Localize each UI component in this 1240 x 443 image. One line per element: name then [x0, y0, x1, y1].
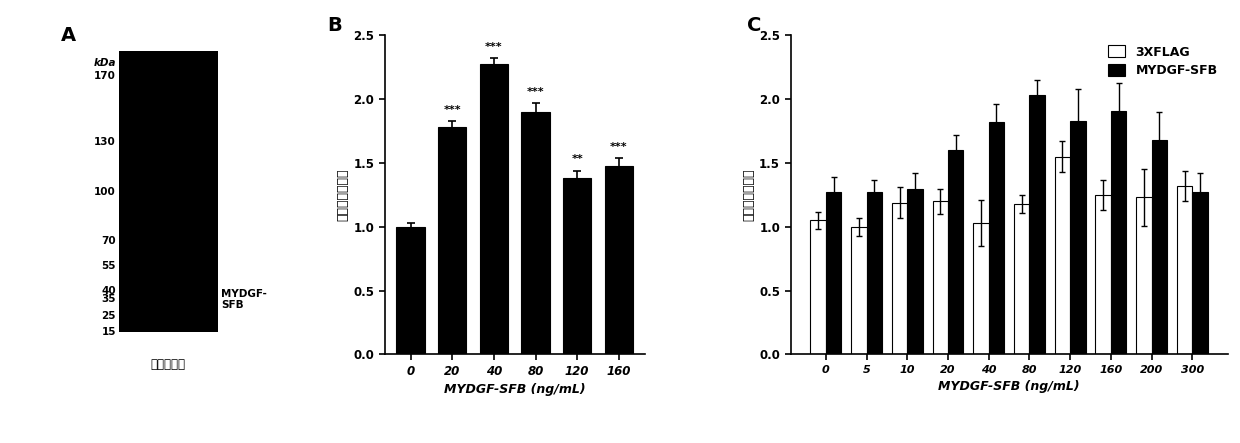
Text: 40: 40	[102, 286, 117, 296]
Bar	[480, 63, 508, 354]
Bar	[563, 179, 591, 354]
Bar	[1095, 195, 1111, 354]
Bar	[1029, 95, 1045, 354]
Bar	[932, 201, 947, 354]
Bar	[867, 192, 882, 354]
Legend: 3XFLAG, MYDGF-SFB: 3XFLAG, MYDGF-SFB	[1105, 42, 1221, 81]
X-axis label: MYDGF-SFB (ng/mL): MYDGF-SFB (ng/mL)	[444, 383, 585, 396]
Text: **: **	[572, 154, 583, 164]
Bar	[1177, 186, 1193, 354]
Bar	[1111, 111, 1126, 354]
Bar	[892, 202, 908, 354]
Text: 15: 15	[102, 327, 117, 337]
Text: 25: 25	[102, 311, 117, 321]
Bar	[1136, 198, 1152, 354]
Text: 130: 130	[94, 137, 117, 147]
Text: kDa: kDa	[93, 58, 117, 68]
Text: ***: ***	[444, 105, 461, 115]
Y-axis label: 相对端粒酶活性: 相对端粒酶活性	[742, 169, 755, 221]
Bar	[521, 112, 549, 354]
Text: 考马斯亮蓝: 考马斯亮蓝	[150, 358, 186, 371]
Bar	[988, 122, 1004, 354]
Bar	[397, 227, 425, 354]
Text: B: B	[327, 16, 342, 35]
Bar	[1014, 204, 1029, 354]
Text: MYDGF-
SFB: MYDGF- SFB	[221, 288, 267, 310]
Bar	[1193, 192, 1208, 354]
Bar	[1055, 157, 1070, 354]
Bar	[973, 223, 988, 354]
Text: 100: 100	[94, 187, 117, 197]
Text: ***: ***	[610, 142, 627, 152]
Text: ***: ***	[485, 42, 502, 52]
Text: 35: 35	[102, 294, 117, 304]
Text: C: C	[746, 16, 761, 35]
Text: A: A	[61, 26, 76, 45]
Text: ***: ***	[527, 87, 544, 97]
X-axis label: MYDGF-SFB (ng/mL): MYDGF-SFB (ng/mL)	[939, 381, 1080, 393]
Bar	[811, 221, 826, 354]
Bar	[947, 150, 963, 354]
Text: 55: 55	[102, 261, 117, 271]
Bar	[826, 192, 841, 354]
Bar	[119, 51, 218, 332]
Bar	[605, 166, 632, 354]
Bar	[908, 189, 923, 354]
Bar	[438, 127, 466, 354]
Bar	[1070, 121, 1085, 354]
Bar	[851, 227, 867, 354]
Bar	[1152, 140, 1167, 354]
Text: 170: 170	[94, 71, 117, 81]
Text: 70: 70	[102, 236, 117, 246]
Y-axis label: 相对端粒酶活性: 相对端粒酶活性	[336, 169, 348, 221]
